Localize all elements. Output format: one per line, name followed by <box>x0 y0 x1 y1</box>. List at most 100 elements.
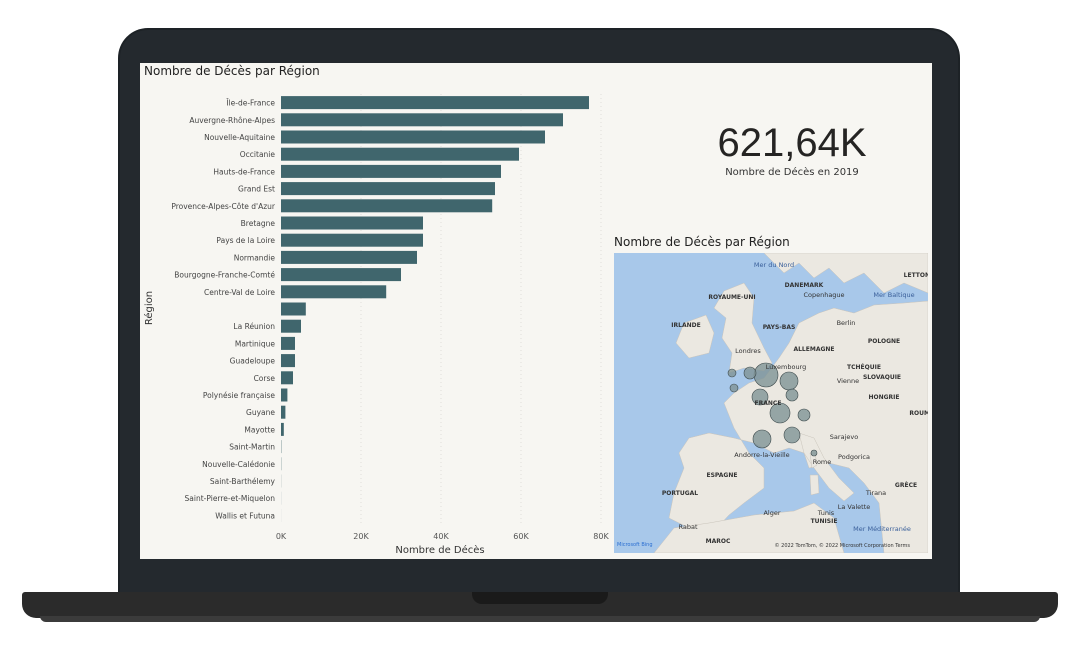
bar[interactable] <box>281 319 301 333</box>
dashboard-screen: Nombre de Décès par Région 0K 20K 40K 60K 80… <box>140 63 932 559</box>
map-place-label: ROYAUME-UNI <box>708 294 755 301</box>
bar[interactable] <box>281 336 295 350</box>
y-category-label: Centre-Val de Loire <box>204 288 275 297</box>
y-category-label: Nouvelle-Calédonie <box>202 460 275 469</box>
land-scandinavia <box>763 253 928 294</box>
map-place-label: Londres <box>735 347 761 355</box>
y-category-label: Mayotte <box>244 425 275 434</box>
map-bubble[interactable] <box>783 426 801 444</box>
bing-logo: Microsoft Bing <box>617 542 653 548</box>
y-category-label: Guadeloupe <box>230 357 276 366</box>
map-place-label: Berlin <box>837 319 856 327</box>
bar[interactable] <box>281 354 295 368</box>
y-category-label: Bretagne <box>241 219 276 228</box>
bar[interactable] <box>281 405 286 419</box>
y-category-label: Grand Est <box>238 185 275 194</box>
x-tick-label: 0K <box>276 532 287 541</box>
map-bubbles <box>727 362 818 457</box>
map-place-label: HONGRIE <box>868 394 899 401</box>
map-place-label: Andorre-la-Vieille <box>734 451 789 459</box>
bar-chart: 0K 20K 40K 60K 80K Île-de-France Auvergne-Rhôn… <box>143 94 609 556</box>
laptop-base-shadow <box>40 616 1040 622</box>
x-tick-label: 40K <box>433 532 449 541</box>
map-bubble[interactable] <box>785 388 799 402</box>
bar[interactable] <box>281 96 589 110</box>
y-category-label: Pays de la Loire <box>216 236 275 245</box>
bar[interactable] <box>281 199 493 213</box>
map-place-label: ROUMA <box>909 410 928 417</box>
y-category-label: Polynésie française <box>203 391 276 400</box>
y-category-label: Corse <box>254 374 276 383</box>
map-bubble[interactable] <box>729 383 739 393</box>
bar[interactable] <box>281 371 293 385</box>
map-canvas: Mer du Nord DANEMARK Copenhague ROYAUME-UNI… <box>653 253 928 553</box>
map-bubble[interactable] <box>751 388 769 406</box>
map-bubble[interactable] <box>797 408 811 422</box>
y-category-label: Provence-Alpes-Côte d'Azur <box>171 202 276 211</box>
map-place-label: TUNISIE <box>811 518 838 525</box>
land-north-africa <box>653 502 845 553</box>
bar[interactable] <box>281 250 417 264</box>
y-category-label: Occitanie <box>240 150 276 159</box>
map-place-label: Mer du Nord <box>754 261 794 269</box>
x-axis-label: Nombre de Décès <box>395 544 484 556</box>
map-place-label: ESPAGNE <box>707 472 738 479</box>
map-title: Nombre de Décès par Région <box>614 235 790 249</box>
y-axis-label: Région <box>143 291 155 325</box>
map-place-label: TCHÉQUIE <box>847 363 881 371</box>
x-tick-label: 80K <box>593 532 609 541</box>
map-bubble[interactable] <box>779 371 799 391</box>
y-category-label: Hauts-de-France <box>213 167 275 176</box>
map-place-label: Rome <box>813 458 832 466</box>
y-category-label: Saint-Barthélemy <box>210 477 276 486</box>
map-copyright[interactable]: © 2022 TomTom, © 2022 Microsoft Corporat… <box>774 543 910 549</box>
map-place-label: LETTONIE <box>904 272 928 279</box>
bar[interactable] <box>281 216 423 230</box>
map-bubble[interactable] <box>769 402 791 424</box>
map-place-label: Alger <box>763 509 780 517</box>
land-ireland <box>675 314 715 359</box>
map-place-label: POLOGNE <box>868 338 900 345</box>
map-place-label: GRÈCE <box>895 481 917 489</box>
map-place-label: SLOVAQUIE <box>863 374 901 381</box>
map-place-label: La Valette <box>838 503 871 511</box>
bubble-map[interactable]: Mer du Nord DANEMARK Copenhague ROYAUME-UNI… <box>614 253 928 553</box>
bar[interactable] <box>281 388 288 402</box>
map-bubble[interactable] <box>727 368 737 378</box>
bar-chart-title: Nombre de Décès par Région <box>144 64 320 78</box>
map-place-label: Mer Méditerranée <box>853 525 911 533</box>
map-place-label: Luxembourg <box>766 363 807 371</box>
y-category-label: Guyane <box>246 408 275 417</box>
laptop-notch <box>472 592 608 604</box>
y-category-label: Normandie <box>234 253 276 262</box>
map-place-label: PAYS-BAS <box>763 324 796 331</box>
bar[interactable] <box>281 233 423 247</box>
map-bubble[interactable] <box>810 449 818 457</box>
bar[interactable] <box>281 422 284 436</box>
bar[interactable] <box>281 113 563 127</box>
bar[interactable] <box>281 130 545 144</box>
map-place-label: DANEMARK <box>785 282 824 289</box>
y-category-label: Bourgogne-Franche-Comté <box>174 271 275 280</box>
bar[interactable] <box>281 302 306 316</box>
map-place-label: MAROC <box>706 538 731 545</box>
bar[interactable] <box>281 164 501 178</box>
map-place-label: ALLEMAGNE <box>793 346 834 353</box>
y-category-label: Wallis et Futuna <box>215 511 275 520</box>
bar[interactable] <box>281 268 401 282</box>
land-sardinia <box>809 474 820 496</box>
map-bubble[interactable] <box>752 429 772 449</box>
map-place-label: Podgorica <box>838 453 870 461</box>
map-place-label: Sarajevo <box>830 433 858 441</box>
kpi-value: 621,64K <box>717 121 867 165</box>
bar[interactable] <box>281 147 519 161</box>
map-place-label: Mer Baltique <box>873 291 914 299</box>
y-category-label: Saint-Martin <box>229 443 275 452</box>
map-place-label: IRLANDE <box>671 322 700 329</box>
bar[interactable] <box>281 182 495 196</box>
map-place-label: Rabat <box>678 523 697 531</box>
map-place-label: FRANCE <box>755 400 782 407</box>
bar[interactable] <box>281 285 387 299</box>
map-bubble[interactable] <box>743 366 757 380</box>
y-category-label: Nouvelle-Aquitaine <box>204 133 275 142</box>
